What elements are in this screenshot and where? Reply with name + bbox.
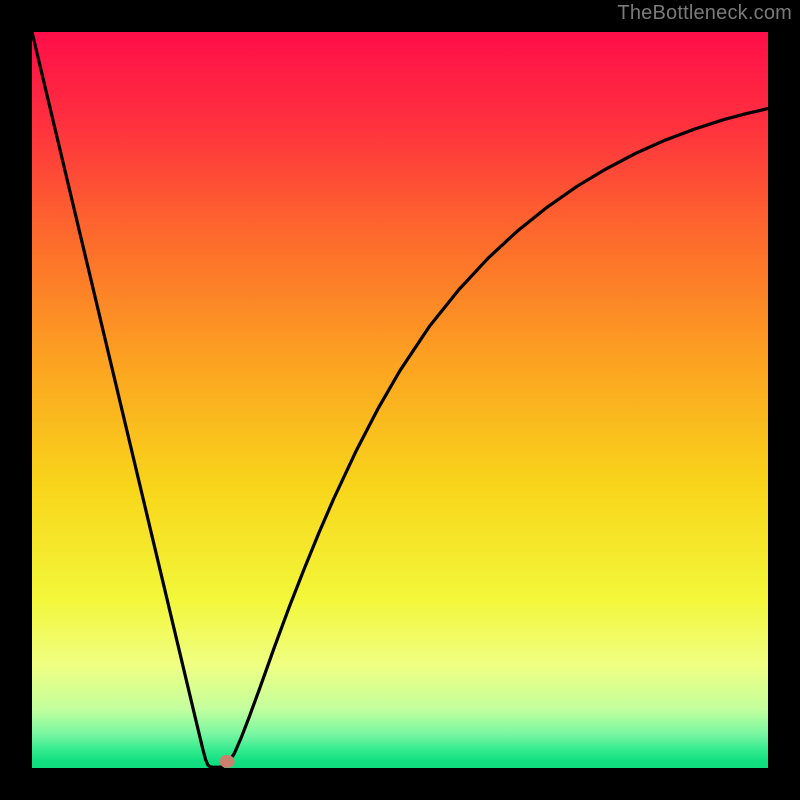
watermark-text: TheBottleneck.com <box>617 2 792 25</box>
chart-frame: TheBottleneck.com <box>0 0 800 800</box>
bottleneck-curve-chart <box>32 32 768 768</box>
plot-area <box>32 32 768 768</box>
optimal-point-marker <box>220 755 235 768</box>
